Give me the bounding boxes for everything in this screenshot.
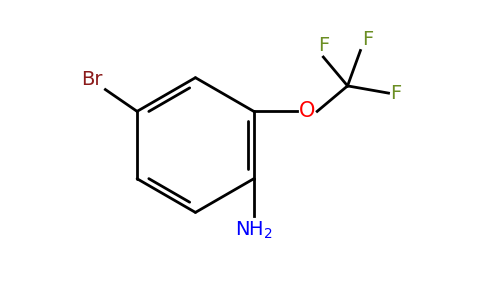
Text: F: F: [363, 29, 374, 49]
Text: NH$_2$: NH$_2$: [235, 219, 273, 241]
Text: Br: Br: [81, 70, 103, 88]
Text: O: O: [299, 101, 316, 122]
Text: F: F: [318, 36, 329, 55]
Text: F: F: [391, 84, 402, 103]
